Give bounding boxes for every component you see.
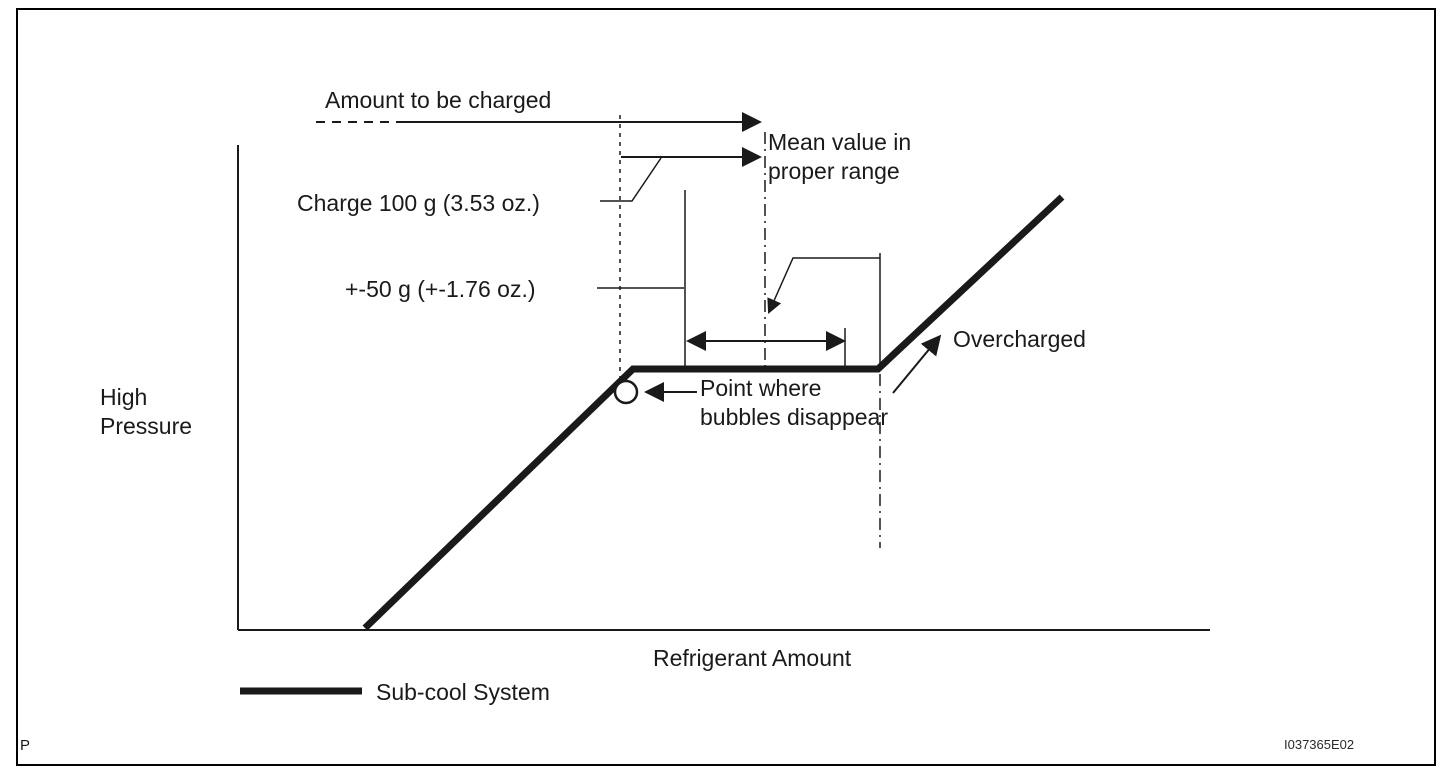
annotation-amount-to-be-charged: Amount to be charged <box>325 87 552 113</box>
bubble-point-circle <box>613 379 639 405</box>
legend-label: Sub-cool System <box>376 679 550 705</box>
figure-code: I037365E02 <box>1284 737 1355 752</box>
mean-pointer-arrow <box>767 257 880 314</box>
overcharged-arrow <box>892 334 942 394</box>
corner-mark: P <box>20 737 31 754</box>
annotation-bubbles-disappear: Point where bubbles disappear <box>700 375 888 431</box>
annotation-overcharged: Overcharged <box>953 326 1086 352</box>
x-axis-label: Refrigerant Amount <box>653 645 852 671</box>
annotation-charge-100g: Charge 100 g (3.53 oz.) <box>297 190 540 216</box>
y-axis-label: High Pressure <box>100 384 193 440</box>
figure-border <box>16 8 1436 766</box>
annotation-mean-value: Mean value in proper range <box>768 129 912 185</box>
pressure-curve <box>362 194 1065 631</box>
annotation-plus-minus-50g: +-50 g (+-1.76 oz.) <box>345 276 536 302</box>
charge-100g-leader <box>600 157 662 202</box>
